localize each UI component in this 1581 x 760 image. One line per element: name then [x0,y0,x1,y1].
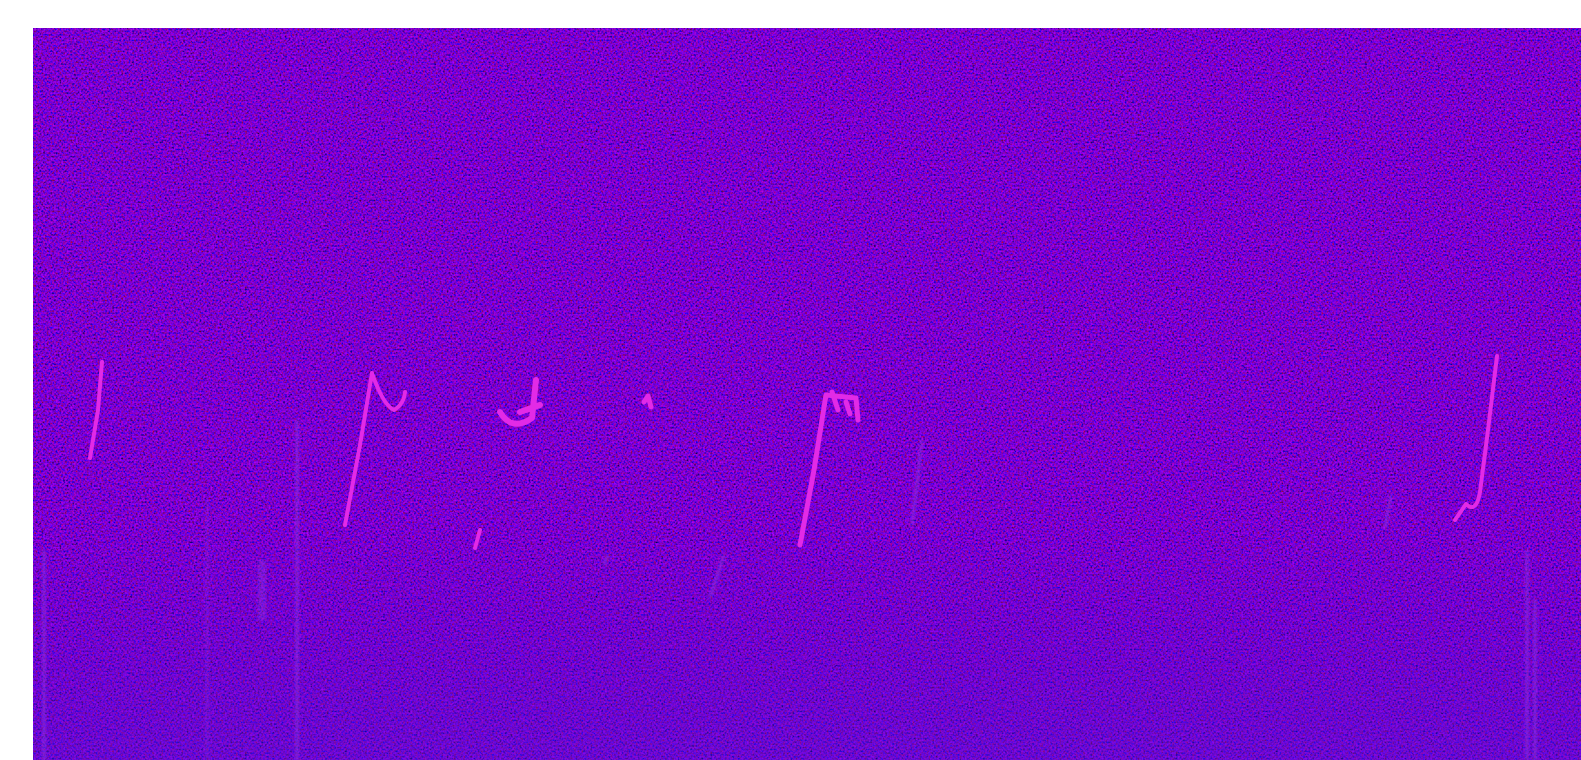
low-band-glow [33,520,1581,760]
spectrogram-image [0,0,1581,760]
